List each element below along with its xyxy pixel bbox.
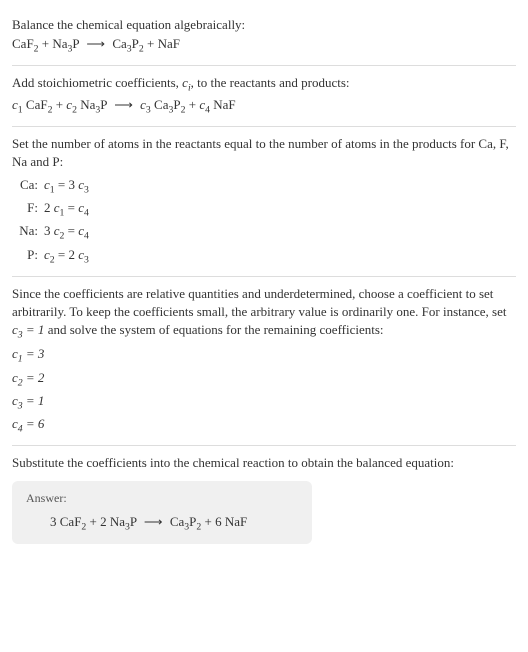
answer-intro: Substitute the coefficients into the che…: [12, 454, 516, 472]
section-solve: Since the coefficients are relative quan…: [12, 276, 516, 445]
answer-box: Answer: 3 CaF2 + 2 Na3P ⟶ Ca3P2 + 6 NaF: [12, 481, 312, 545]
eq-row-f: F: 2 c1 = c4: [12, 198, 516, 221]
answer-label: Answer:: [26, 491, 298, 506]
solve-intro: Since the coefficients are relative quan…: [12, 285, 516, 343]
coef-c4: c4 = 6: [12, 414, 516, 437]
section-equations: Set the number of atoms in the reactants…: [12, 126, 516, 276]
eq-label: P:: [12, 245, 44, 268]
eq-row-ca: Ca: c1 = 3 c3: [12, 175, 516, 198]
problem-intro: Balance the chemical equation algebraica…: [12, 16, 516, 34]
solve-set-var: c3 = 1: [12, 322, 44, 337]
section-answer: Substitute the coefficients into the che…: [12, 445, 516, 552]
coef-var: ci: [182, 75, 191, 90]
eq-label: Na:: [12, 221, 44, 244]
answer-formula: 3 CaF2 + 2 Na3P ⟶ Ca3P2 + 6 NaF: [26, 514, 298, 533]
eq-label: F:: [12, 198, 44, 221]
problem-reaction: CaF2 + Na3P ⟶ Ca3P2 + NaF: [12, 36, 516, 55]
section-problem: Balance the chemical equation algebraica…: [12, 8, 516, 65]
coef-c2: c2 = 2: [12, 368, 516, 391]
eq-value: 3 c2 = c4: [44, 221, 516, 244]
equations-table: Ca: c1 = 3 c3 F: 2 c1 = c4 Na: 3 c2 = c4…: [12, 175, 516, 268]
coef-intro: Add stoichiometric coefficients, ci, to …: [12, 74, 516, 95]
eq-intro: Set the number of atoms in the reactants…: [12, 135, 516, 171]
eq-value: 2 c1 = c4: [44, 198, 516, 221]
eq-value: c1 = 3 c3: [44, 175, 516, 198]
eq-value: c2 = 2 c3: [44, 245, 516, 268]
coef-reaction: c1 CaF2 + c2 Na3P ⟶ c3 Ca3P2 + c4 NaF: [12, 97, 516, 116]
section-coefficients: Add stoichiometric coefficients, ci, to …: [12, 65, 516, 126]
coef-c1: c1 = 3: [12, 344, 516, 367]
coefficient-list: c1 = 3 c2 = 2 c3 = 1 c4 = 6: [12, 344, 516, 437]
eq-row-p: P: c2 = 2 c3: [12, 245, 516, 268]
eq-row-na: Na: 3 c2 = c4: [12, 221, 516, 244]
coef-c3: c3 = 1: [12, 391, 516, 414]
eq-label: Ca:: [12, 175, 44, 198]
